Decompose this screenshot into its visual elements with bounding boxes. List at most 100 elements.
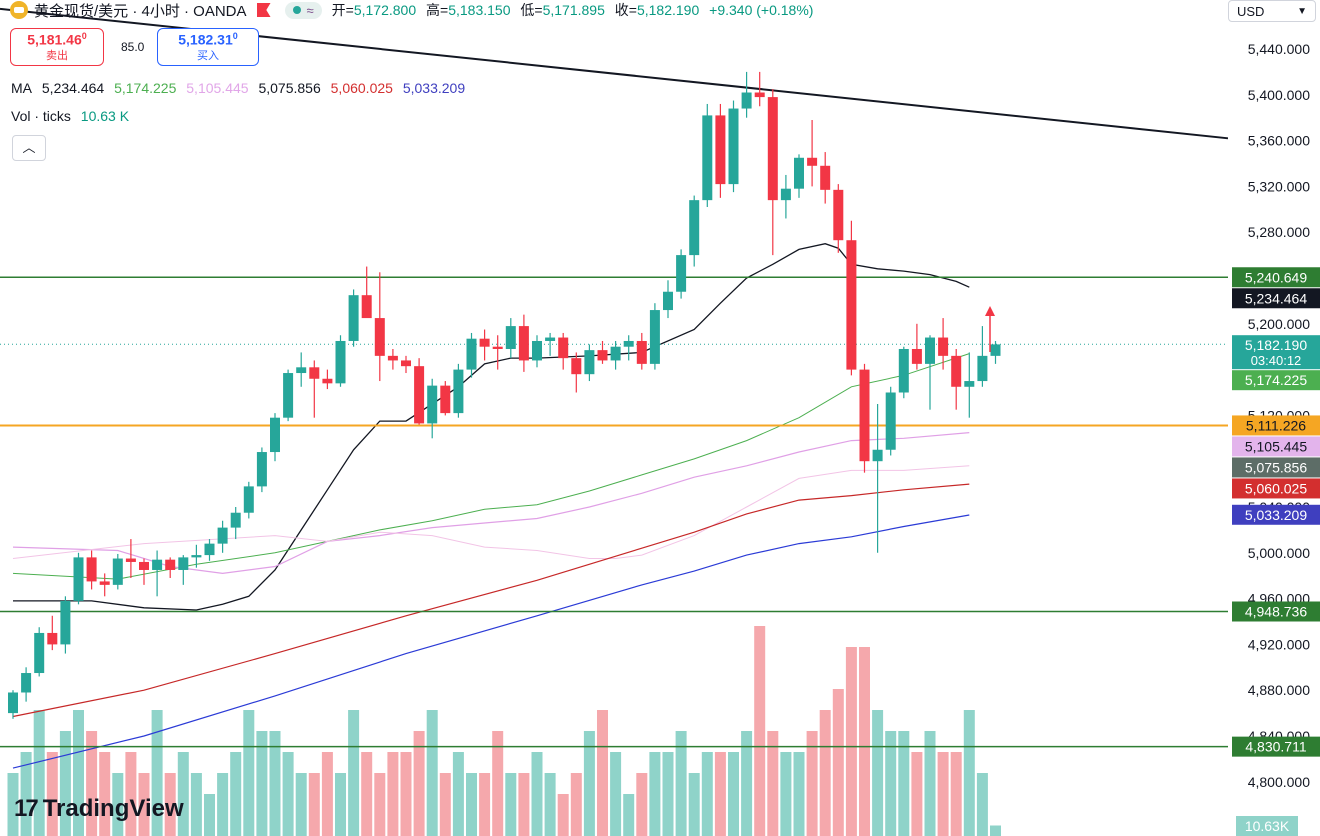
candle-body bbox=[689, 200, 700, 256]
candle bbox=[846, 220, 857, 376]
horizontal-levels[interactable] bbox=[0, 276, 1228, 748]
candle bbox=[414, 358, 425, 425]
price-label-bg bbox=[1232, 504, 1320, 525]
candle bbox=[977, 326, 988, 387]
price-axis[interactable]: 5,440.000 5,400.000 5,360.000 5,320.000 5,28… bbox=[1228, 0, 1320, 836]
candle bbox=[296, 352, 307, 387]
volume-bar bbox=[911, 752, 923, 836]
candle-body bbox=[453, 369, 464, 414]
volume-label: Vol · ticks bbox=[11, 108, 71, 124]
price-label-bg bbox=[1232, 736, 1320, 757]
volume-bar bbox=[819, 710, 831, 836]
volume-bar bbox=[413, 731, 425, 836]
candle-body bbox=[60, 600, 71, 645]
candle-body bbox=[754, 92, 765, 98]
candle-body bbox=[139, 561, 149, 570]
sell-button[interactable]: 5,181.460 卖出 bbox=[10, 28, 104, 66]
volume-bar bbox=[872, 710, 884, 836]
price-label: 5,060.025 bbox=[1232, 478, 1320, 499]
candle bbox=[270, 413, 280, 462]
volume-bar bbox=[885, 731, 897, 836]
volume-bar bbox=[7, 773, 19, 836]
volume-bar bbox=[86, 731, 98, 836]
candle-body bbox=[217, 527, 228, 544]
volume-bar bbox=[282, 752, 294, 836]
candle bbox=[558, 332, 569, 370]
volume-bar bbox=[321, 752, 333, 836]
candle bbox=[597, 340, 608, 364]
price-label-bg bbox=[1232, 436, 1320, 457]
candle bbox=[99, 573, 110, 597]
candle-body bbox=[256, 452, 267, 487]
ma-value-3: 5,105.445 bbox=[186, 80, 249, 96]
volume-bar bbox=[623, 794, 635, 836]
candle bbox=[545, 332, 556, 356]
tick-label: 5,200.000 bbox=[1248, 316, 1310, 332]
symbol-title[interactable]: 黄金现货/美元 · 4小时 · OANDA bbox=[34, 2, 247, 20]
candle bbox=[715, 103, 726, 198]
moving-averages bbox=[12, 243, 970, 769]
candle-body bbox=[348, 295, 359, 341]
volume-bar bbox=[125, 752, 137, 836]
price-label-text: 5,060.025 bbox=[1245, 480, 1307, 496]
candle bbox=[34, 627, 45, 677]
candle-body bbox=[34, 632, 45, 674]
currency-selector[interactable]: USD ▼ bbox=[1228, 0, 1316, 22]
market-status-pill[interactable]: ≈ bbox=[284, 1, 322, 19]
volume-bar bbox=[544, 773, 556, 836]
candle-body bbox=[401, 360, 411, 367]
volume-bar bbox=[701, 752, 713, 836]
volume-bar bbox=[99, 752, 111, 836]
volume-bar bbox=[845, 647, 857, 836]
price-label-text: 5,174.225 bbox=[1245, 372, 1307, 388]
tradingview-logo[interactable]: 17 TradingView bbox=[14, 795, 184, 823]
up-arrow-annotation[interactable] bbox=[985, 306, 995, 352]
ohlc-values: 开=5,172.800 高=5,183.150 低=5,171.895 收=5,… bbox=[331, 2, 814, 18]
volume-bar bbox=[754, 626, 766, 836]
candle bbox=[767, 89, 778, 256]
ma-legend[interactable]: MA 5,234.464 5,174.225 5,105.445 5,075.8… bbox=[11, 80, 471, 96]
gold-symbol-icon bbox=[10, 1, 28, 19]
tick-label: 5,280.000 bbox=[1248, 224, 1310, 240]
flag-icon[interactable] bbox=[256, 3, 271, 17]
price-label-bg bbox=[1232, 457, 1320, 478]
candle-body bbox=[623, 340, 634, 347]
candle bbox=[689, 195, 700, 267]
volume-bar bbox=[531, 752, 543, 836]
candle-body bbox=[99, 581, 110, 585]
volume-bar bbox=[217, 773, 229, 836]
buy-button[interactable]: 5,182.310 买入 bbox=[157, 28, 259, 66]
candle-body bbox=[112, 558, 123, 585]
price-label-bg bbox=[1232, 478, 1320, 499]
volume-bar bbox=[20, 752, 32, 836]
volume-legend[interactable]: Vol · ticks 10.63 K bbox=[11, 108, 129, 124]
candle bbox=[125, 539, 136, 578]
candle bbox=[492, 335, 503, 370]
volume-bar bbox=[492, 731, 504, 836]
volume-bar bbox=[177, 752, 189, 836]
candle bbox=[165, 557, 176, 578]
volume-bar bbox=[806, 731, 818, 836]
collapse-legend-button[interactable]: ︿ bbox=[12, 135, 46, 161]
candle-body bbox=[964, 381, 975, 387]
candle-body bbox=[230, 512, 241, 528]
candle-body bbox=[427, 385, 438, 424]
price-label-text: 5,033.209 bbox=[1245, 507, 1307, 523]
price-label: 4,948.736 bbox=[1232, 601, 1320, 622]
candle bbox=[387, 348, 398, 370]
candle bbox=[283, 369, 294, 422]
candle-body bbox=[505, 326, 516, 349]
candle-body bbox=[977, 355, 988, 382]
volume-bar bbox=[335, 773, 346, 836]
price-label-text: 5,240.649 bbox=[1245, 269, 1307, 285]
price-label-bg bbox=[1232, 288, 1320, 309]
candle bbox=[584, 344, 595, 382]
candle bbox=[898, 346, 909, 399]
candle bbox=[401, 355, 411, 374]
candle bbox=[86, 550, 97, 590]
price-label-text: 5,075.856 bbox=[1245, 459, 1307, 475]
tick-label: 5,440.000 bbox=[1248, 41, 1310, 57]
candle bbox=[571, 352, 582, 393]
price-label-bg bbox=[1232, 415, 1320, 436]
